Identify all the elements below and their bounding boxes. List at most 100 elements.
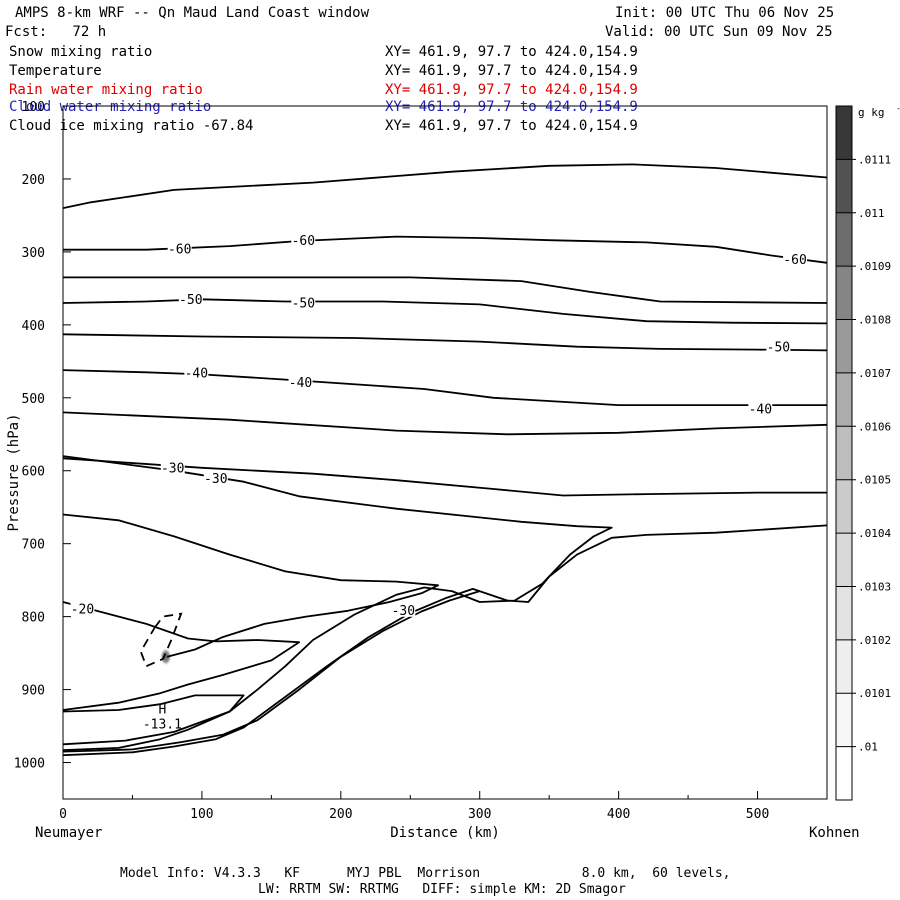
isotherm-line <box>62 590 480 753</box>
colorbar-segment <box>836 106 852 160</box>
colorbar-level-label: .0104 <box>858 527 891 540</box>
colorbar-segment <box>836 533 852 587</box>
field-temperature-xy: XY= 461.9, 97.7 to 424.0,154.9 <box>385 63 638 79</box>
field-cloud-water-name: Cloud water mixing ratio <box>9 99 212 115</box>
init-time: Init: 00 UTC Thu 06 Nov 25 <box>615 5 835 21</box>
field-temperature-name: Temperature <box>9 63 102 79</box>
colorbar-level-label: .0102 <box>858 634 891 647</box>
contour-label-bg <box>783 251 808 266</box>
x-tick-label: 200 <box>329 807 352 822</box>
colorbar-segment <box>836 586 852 640</box>
colorbar-level-label: .0107 <box>858 367 891 380</box>
field-rain-xy: XY= 461.9, 97.7 to 424.0,154.9 <box>385 82 638 98</box>
contour-label: -40 <box>185 367 208 382</box>
colorbar-level-label: .0106 <box>858 420 891 433</box>
isotherm-line <box>62 455 613 751</box>
y-tick-label: 900 <box>22 684 45 699</box>
field-snow-name: Snow mixing ratio <box>9 44 153 60</box>
contour-label: -50 <box>767 340 790 355</box>
contour-label: -30 <box>392 604 415 619</box>
colorbar-level-label: .01 <box>858 741 878 754</box>
isotherm-line <box>62 411 828 436</box>
isotherm-line <box>62 369 827 406</box>
contour-label-bg <box>291 232 316 247</box>
high-marker-label: H <box>158 703 166 718</box>
x-tick-label: 300 <box>468 807 491 822</box>
forecast-hour: Fcst: 72 h <box>5 24 107 40</box>
contour-label: -60 <box>168 243 191 258</box>
colorbar-segment <box>836 372 852 427</box>
colorbar-segment <box>836 159 852 213</box>
x-axis-title: Distance (km) <box>390 825 500 841</box>
x-tick-label: 0 <box>59 807 67 822</box>
field-cloud-ice-name: Cloud ice mixing ratio -67.84 <box>9 118 254 134</box>
isotherm-line <box>63 276 828 304</box>
contour-label: -50 <box>179 293 202 308</box>
field-cloud-ice-xy: XY= 461.9, 97.7 to 424.0,154.9 <box>385 118 638 134</box>
isotherm-line <box>63 235 828 264</box>
y-tick-label: 400 <box>22 319 45 334</box>
y-tick-label: 700 <box>22 538 45 553</box>
contour-label: -30 <box>161 462 184 477</box>
y-tick-label: 500 <box>22 392 45 407</box>
field-cloud-water-xy: XY= 461.9, 97.7 to 424.0,154.9 <box>385 99 638 115</box>
cloud-ice-dashed-contour <box>139 612 183 668</box>
contour-label-bg <box>291 295 316 310</box>
isotherm-line <box>62 524 828 757</box>
isotherm-line <box>62 163 828 209</box>
contour-label-bg <box>766 339 791 354</box>
contour-label: -30 <box>204 472 227 487</box>
y-tick-label: 200 <box>22 173 45 188</box>
colorbar-level-label: .0108 <box>858 314 891 327</box>
colorbar-level-label: .0105 <box>858 474 891 487</box>
colorbar-segment <box>836 479 852 534</box>
colorbar-segment <box>836 426 852 480</box>
isotherm-line <box>62 333 828 352</box>
contour-label: -50 <box>292 297 315 312</box>
x-end-label-left: Neumayer <box>35 825 102 841</box>
contour-label-bg <box>178 292 203 307</box>
contour-label: -40 <box>289 376 312 391</box>
contour-label-bg <box>391 602 416 617</box>
field-rain-name: Rain water mixing ratio <box>9 82 203 98</box>
colorbar-units: g kg <box>858 106 885 119</box>
y-tick-label: 1000 <box>14 757 45 772</box>
y-tick-label: 100 <box>22 100 45 115</box>
contour-label-bg <box>288 375 313 390</box>
y-tick-label: 600 <box>22 465 45 480</box>
contour-label: -60 <box>783 253 806 268</box>
colorbar-segment <box>836 212 852 267</box>
x-tick-label: 400 <box>607 807 630 822</box>
colorbar-level-label: .011 <box>858 207 885 220</box>
colorbar-level-label: .0101 <box>858 687 891 700</box>
plot-frame <box>62 105 828 800</box>
contour-label-bg <box>184 365 209 380</box>
colorbar-segment <box>836 639 852 694</box>
colorbar-level-label: .0103 <box>858 580 891 593</box>
colorbar-segment <box>836 266 852 320</box>
contour-label-bg <box>167 241 192 256</box>
y-tick-label: 800 <box>22 611 45 626</box>
contour-label-bg <box>160 460 185 475</box>
contour-label-bg <box>748 401 773 416</box>
x-end-label-right: Kohnen <box>809 825 860 841</box>
contour-label: -60 <box>292 234 315 249</box>
x-tick-label: 100 <box>190 807 213 822</box>
model-info-line2: LW: RRTM SW: RRTMG DIFF: simple KM: 2D S… <box>258 882 626 897</box>
high-marker-value: -13.1 <box>143 718 182 733</box>
contour-label-bg <box>70 601 95 616</box>
y-axis-title: Pressure (hPa) <box>6 413 22 531</box>
colorbar-segment <box>836 693 852 747</box>
colorbar-units-exponent: -1 <box>896 104 900 113</box>
valid-time: Valid: 00 UTC Sun 09 Nov 25 <box>605 24 833 40</box>
isotherm-line <box>62 457 827 497</box>
snow-mixing-ratio-blob <box>159 647 172 666</box>
isotherm-line <box>62 601 300 711</box>
isotherm-line <box>62 298 828 325</box>
colorbar-level-label: .0109 <box>858 260 891 273</box>
y-tick-label: 300 <box>22 246 45 261</box>
field-snow-xy: XY= 461.9, 97.7 to 424.0,154.9 <box>385 44 638 60</box>
colorbar-frame <box>835 105 853 801</box>
colorbar-segment <box>836 319 852 373</box>
